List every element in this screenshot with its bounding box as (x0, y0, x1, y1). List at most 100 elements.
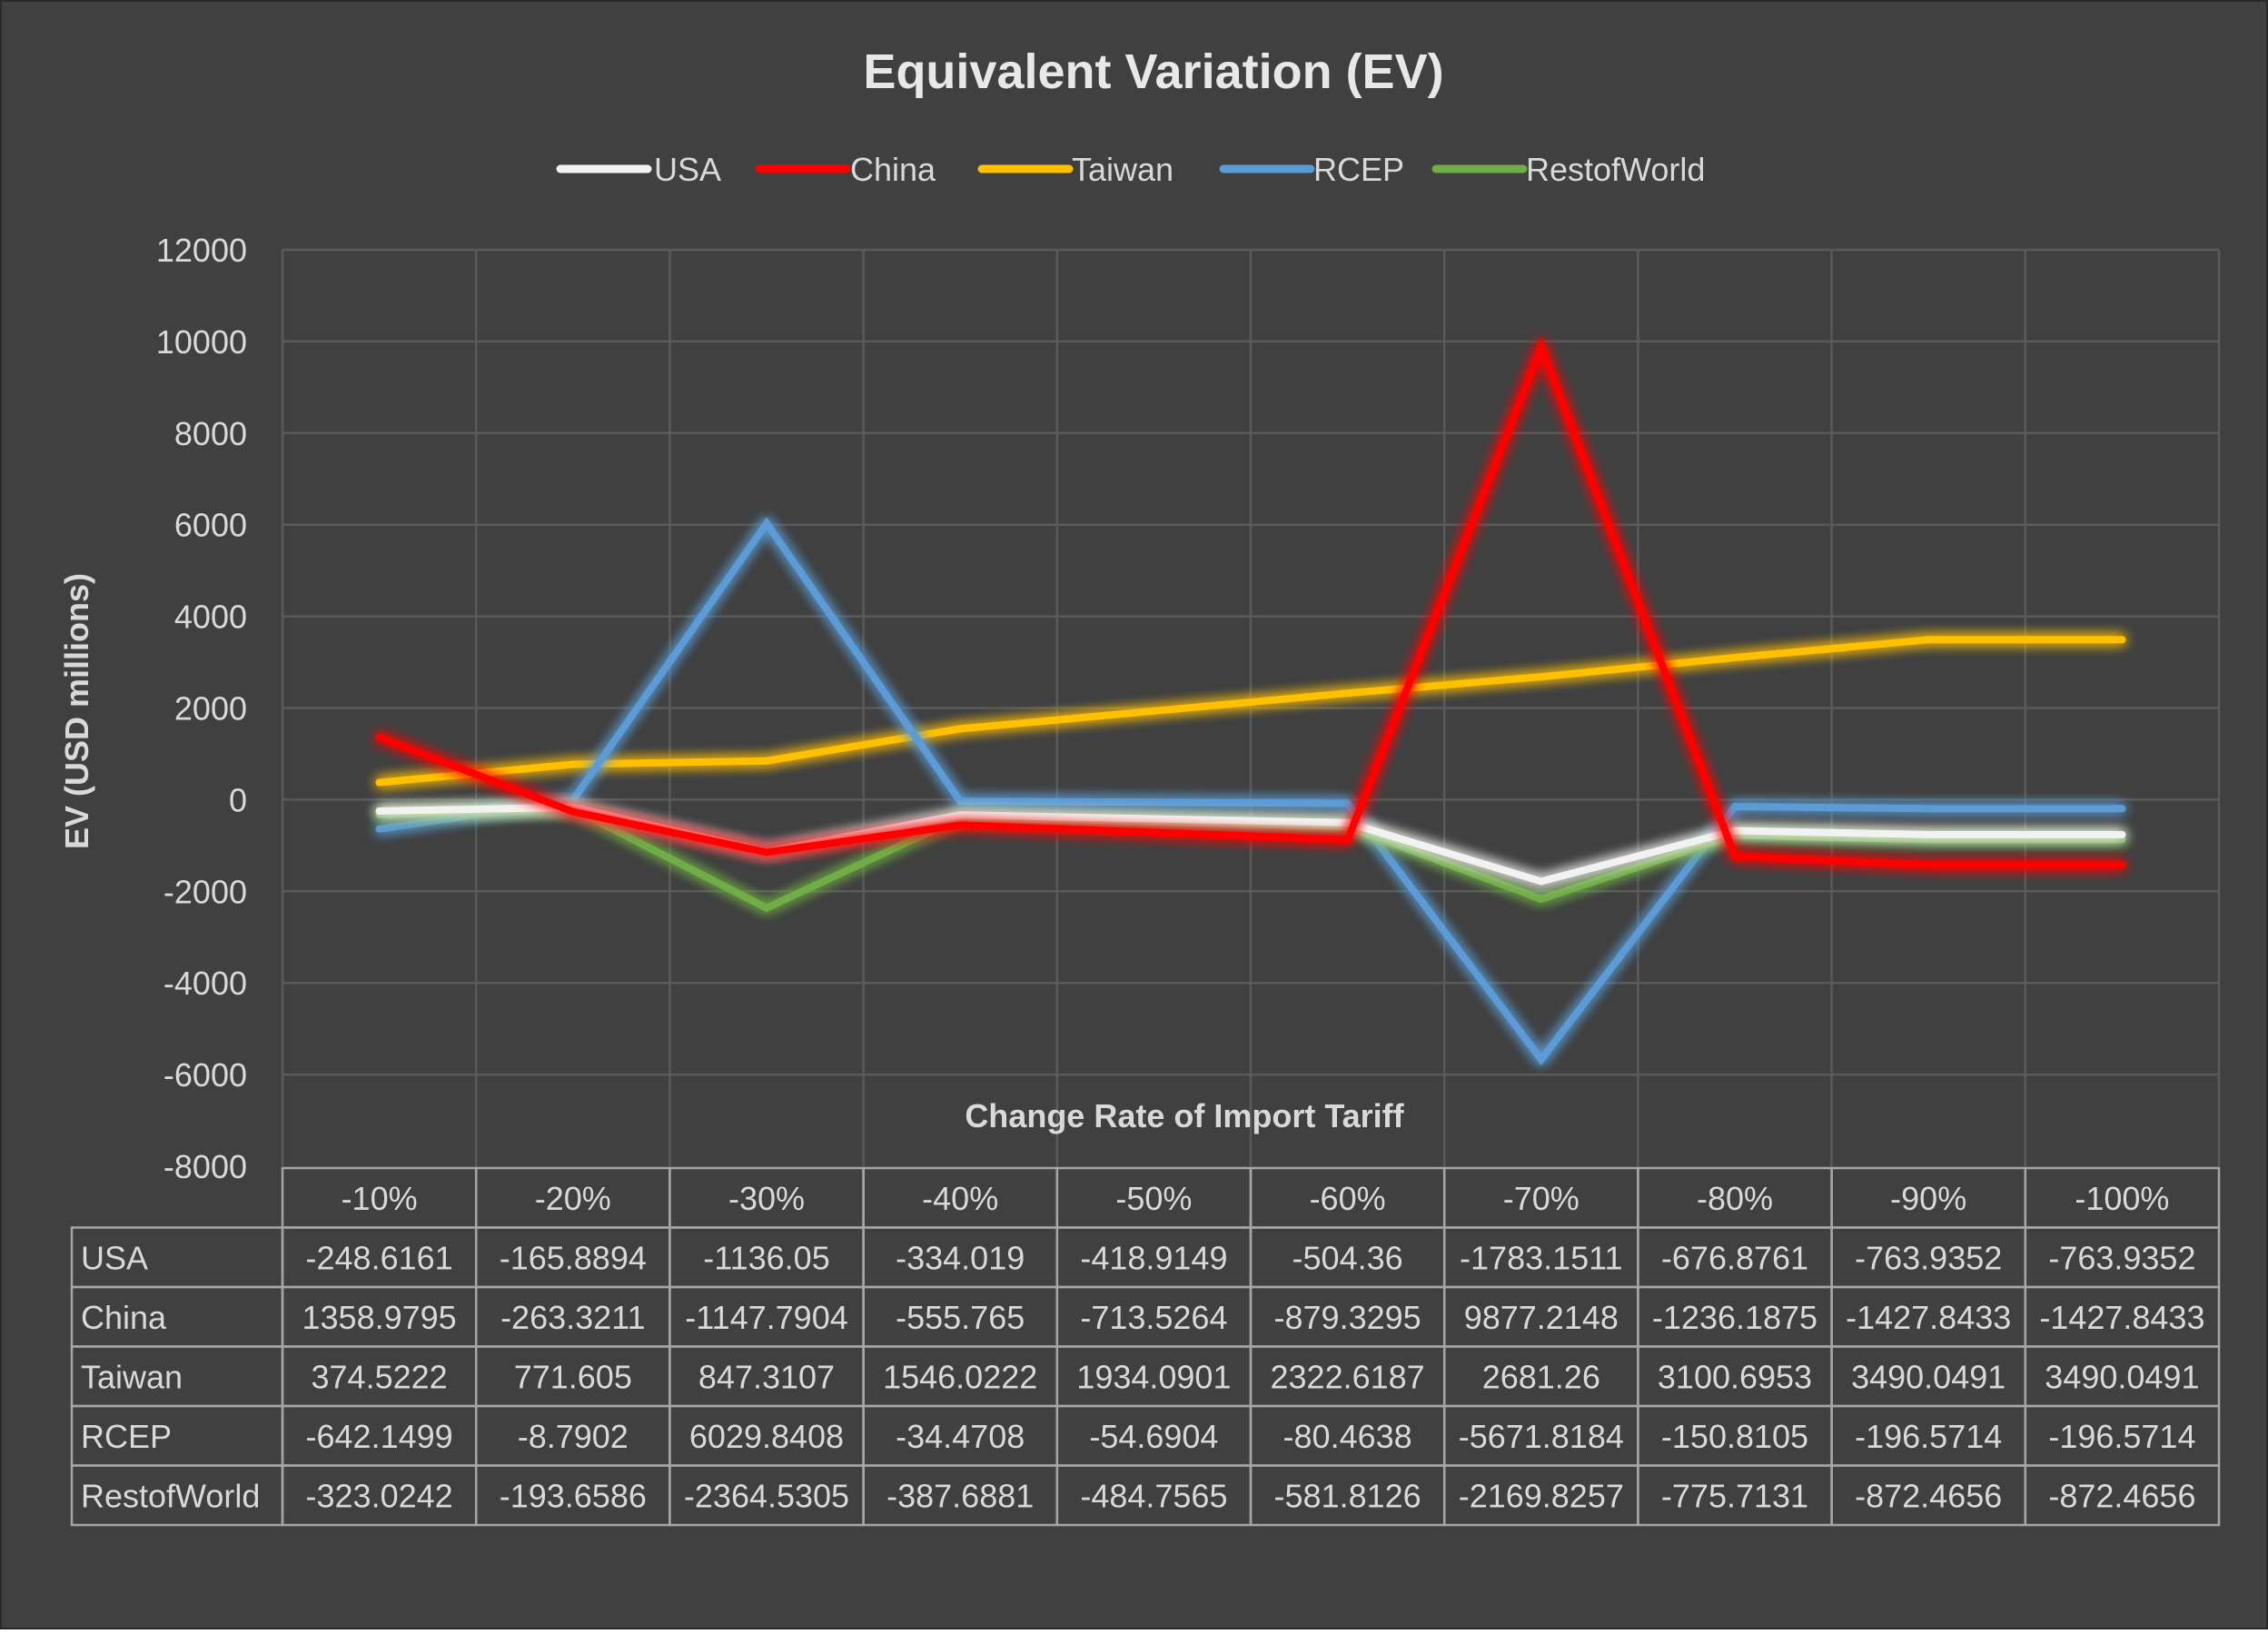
data-point-taiwan (375, 778, 383, 787)
table-row-label-usa: USA (81, 1239, 148, 1276)
table-cell-value: -193.6586 (500, 1477, 647, 1514)
table-header-label: -40% (922, 1180, 998, 1217)
y-tick-label: 4000 (174, 599, 247, 636)
series-line-taiwan (375, 636, 2126, 787)
data-point-rcep (1150, 798, 1158, 807)
table-cell-value: 771.605 (514, 1358, 632, 1395)
table-cell-value: -34.4708 (896, 1418, 1025, 1455)
table-header-label: -90% (1890, 1180, 1966, 1217)
table-cell-value: -334.019 (896, 1239, 1025, 1276)
table-cell-value: -504.36 (1292, 1239, 1403, 1276)
table-cell-value: -555.765 (896, 1299, 1025, 1336)
table-cell-value: -872.4656 (1855, 1477, 2002, 1514)
data-point-taiwan (1731, 653, 1738, 661)
table-cell-value: 374.5222 (312, 1358, 448, 1395)
table-cell-value: 1546.0222 (883, 1358, 1037, 1395)
table-cell-value: -1427.8433 (2039, 1299, 2204, 1336)
data-point-taiwan (1150, 707, 1158, 715)
legend-label-usa: USA (654, 151, 721, 188)
table-cell-value: -676.8761 (1661, 1239, 1808, 1276)
legend-label-restofworld: RestofWorld (1526, 151, 1705, 188)
data-point-taiwan (1537, 673, 1545, 681)
series-line-rcep (375, 517, 2126, 1066)
table-cell-value: -418.9149 (1080, 1239, 1227, 1276)
table-cell-value: 6029.8408 (689, 1418, 844, 1455)
data-point-rcep (569, 796, 577, 804)
data-point-usa (1150, 815, 1158, 823)
table-cell-value: -775.7131 (1661, 1477, 1808, 1514)
table-cell-value: -763.9352 (2048, 1239, 2195, 1276)
data-point-rcep (1731, 803, 1738, 811)
table-cell-value: -80.4638 (1283, 1418, 1412, 1455)
table-cell (2024, 1464, 2221, 1527)
data-point-usa (375, 807, 383, 815)
table-row-label-taiwan: Taiwan (81, 1358, 183, 1395)
data-point-usa (1537, 877, 1545, 886)
y-tick-label: -6000 (163, 1056, 247, 1094)
table-cell-value: 2322.6187 (1271, 1358, 1425, 1395)
chart-grid (281, 248, 2221, 1166)
table-cell-value: -872.4656 (2048, 1477, 2195, 1514)
data-point-rcep (375, 825, 383, 833)
table-header-label: -70% (1503, 1180, 1580, 1217)
y-tick-label: 2000 (174, 690, 247, 728)
table-cell-value: -196.5714 (2048, 1418, 2195, 1455)
table-cell-value: -642.1499 (306, 1418, 453, 1455)
table-cell-value: -196.5714 (1855, 1418, 2002, 1455)
table-header-label: -10% (342, 1180, 418, 1217)
data-point-china (1731, 852, 1738, 860)
table-cell-value: 847.3107 (698, 1358, 835, 1395)
data-point-rcep (1925, 805, 1933, 813)
table-cell-value: -1427.8433 (1846, 1299, 2011, 1336)
y-axis: 12000 10000 8000 6000 4000 2000 0 -2000 -4000 -60… (156, 232, 247, 1185)
data-point-usa (956, 811, 965, 819)
table-cell-value: -54.6904 (1089, 1418, 1218, 1455)
y-tick-label: 8000 (174, 415, 247, 452)
x-axis-label: Change Rate of Import Tariff (965, 1097, 1404, 1134)
table-cell-value: -484.7565 (1080, 1477, 1227, 1514)
chart-title: Equivalent Variation (EV) (863, 45, 1443, 99)
table-row-label-restofworld: RestofWorld (81, 1477, 260, 1514)
table-cell-value: 1934.0901 (1076, 1358, 1231, 1395)
table-cell-value: -1136.05 (703, 1239, 829, 1276)
data-point-taiwan (569, 760, 577, 768)
legend-label-china: China (850, 151, 936, 188)
data-point-china (2118, 861, 2126, 869)
data-point-taiwan (956, 725, 965, 733)
table-row-label-china: China (81, 1299, 167, 1336)
y-tick-label: -2000 (163, 873, 247, 910)
data-point-usa (1731, 827, 1738, 835)
table-cell-value: 3100.6953 (1658, 1358, 1812, 1395)
table-header-label: -20% (535, 1180, 611, 1217)
data-point-china (569, 807, 577, 816)
y-tick-label: -8000 (163, 1148, 247, 1185)
data-point-rcep (2118, 805, 2126, 813)
y-axis-label: EV (USD millions) (58, 573, 95, 849)
data-point-china (763, 848, 770, 857)
table-cell-value: -263.3211 (500, 1299, 645, 1336)
table-cell-value: -713.5264 (1080, 1299, 1227, 1336)
table-cell-value: -150.8105 (1661, 1418, 1808, 1455)
data-table: -10% -20% -30% -40% -50% -60% -70% -80% -90% -100… (70, 1166, 2221, 1527)
legend-label-taiwan: Taiwan (1072, 151, 1174, 188)
data-point-rcep (763, 520, 770, 528)
table-cell-value: 3490.0491 (2045, 1358, 2199, 1395)
table-cell-value: 1358.9795 (302, 1299, 457, 1336)
table-header-label: -100% (2075, 1180, 2169, 1217)
table-cell-value: -1783.1511 (1460, 1239, 1623, 1276)
data-point-china (1537, 343, 1545, 352)
data-point-taiwan (1925, 636, 1933, 644)
table-cell-value: -1147.7904 (685, 1299, 848, 1336)
table-cell-value: -879.3295 (1274, 1299, 1421, 1336)
data-point-china (1343, 836, 1352, 844)
table-header-label: -30% (728, 1180, 805, 1217)
table-cell-value: -8.7902 (518, 1418, 629, 1455)
data-point-usa (1925, 830, 1933, 838)
chart-legend: USA China Taiwan RCEP RestofWorld (556, 151, 1705, 188)
table-header-label: -50% (1115, 1180, 1192, 1217)
series-line-china (375, 337, 2126, 869)
table-row-label-rcep: RCEP (81, 1418, 172, 1455)
data-point-rcep (1343, 799, 1352, 807)
data-point-taiwan (2118, 636, 2126, 644)
